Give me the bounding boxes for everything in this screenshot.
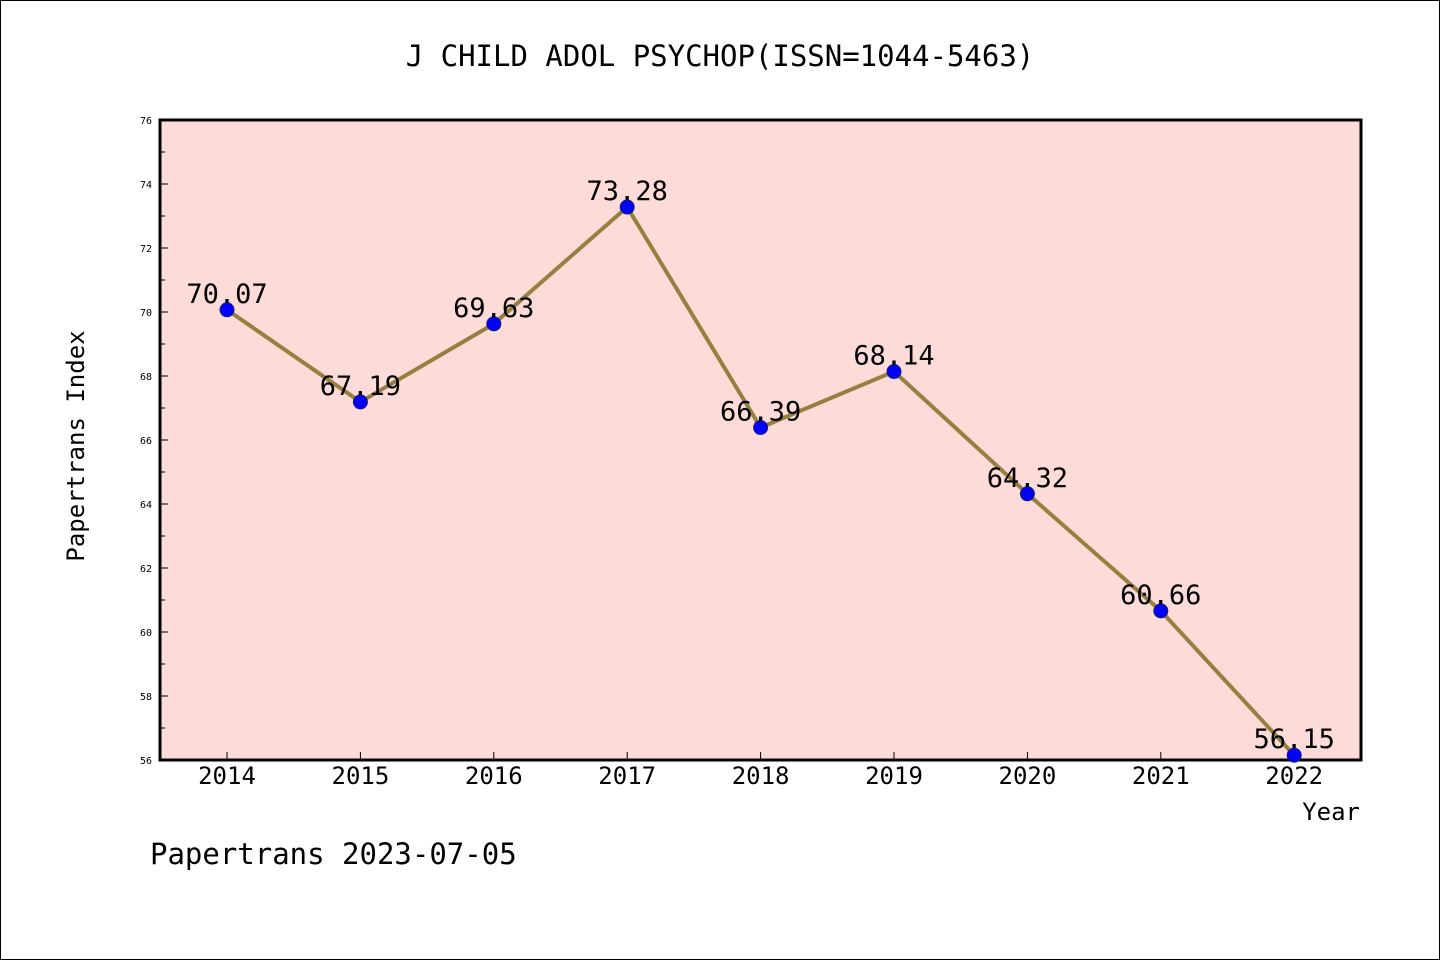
- data-label: 69.63: [453, 293, 534, 324]
- data-point-marker: [619, 199, 635, 215]
- data-label: 68.14: [853, 341, 934, 372]
- y-tick-label: 68: [140, 372, 152, 383]
- y-tick-label: 72: [140, 244, 152, 255]
- data-point-marker: [1153, 603, 1169, 619]
- x-tick-label: 2019: [865, 762, 923, 790]
- x-tick-label: 2015: [332, 762, 390, 790]
- x-axis: 2014 2015 2016 2017 2018 2019 2020 2021 2022: [198, 752, 1323, 790]
- footer-credit: Papertrans 2023-07-05: [150, 837, 517, 871]
- y-tick-label: 70: [140, 308, 152, 319]
- x-tick-label: 2014: [198, 762, 256, 790]
- x-tick-label: 2020: [999, 762, 1057, 790]
- data-label: 73.28: [587, 176, 668, 207]
- data-label: 60.66: [1120, 580, 1201, 611]
- data-point-marker: [486, 316, 502, 332]
- y-tick-label: 56: [140, 756, 152, 767]
- y-axis-label: Papertrans Index: [62, 330, 90, 561]
- x-axis-label: Year: [1302, 798, 1360, 826]
- data-label: 64.32: [987, 463, 1068, 494]
- y-tick-label: 58: [140, 692, 152, 703]
- data-series: 70.07 67.19 69.63 73.28 66.39 68.14 64.32 60.66…: [186, 176, 1335, 763]
- x-tick-label: 2018: [732, 762, 790, 790]
- data-point-marker: [753, 420, 769, 436]
- y-axis: 56 58 60 62 64 66 68 70 72 74 76: [140, 116, 168, 767]
- x-tick-label: 2017: [598, 762, 656, 790]
- y-tick-label: 62: [140, 564, 152, 575]
- x-tick-label: 2016: [465, 762, 523, 790]
- data-label: 67.19: [320, 371, 401, 402]
- data-point-marker: [886, 364, 902, 380]
- plot-area: [158, 118, 1363, 762]
- data-point-marker: [1019, 486, 1035, 502]
- y-tick-label: 76: [140, 116, 152, 127]
- data-label: 66.39: [720, 397, 801, 428]
- y-tick-label: 60: [140, 628, 152, 639]
- x-tick-label: 2022: [1265, 762, 1323, 790]
- data-point-marker: [219, 302, 235, 318]
- data-label: 56.15: [1254, 724, 1335, 755]
- y-tick-label: 74: [140, 180, 152, 191]
- chart-title: J CHILD ADOL PSYCHOP(ISSN=1044-5463): [406, 39, 1035, 73]
- data-point-marker: [352, 394, 368, 410]
- data-label: 70.07: [186, 279, 267, 310]
- x-tick-label: 2021: [1132, 762, 1190, 790]
- y-tick-label: 64: [140, 500, 152, 511]
- y-tick-label: 66: [140, 436, 152, 447]
- data-point-marker: [1286, 747, 1302, 763]
